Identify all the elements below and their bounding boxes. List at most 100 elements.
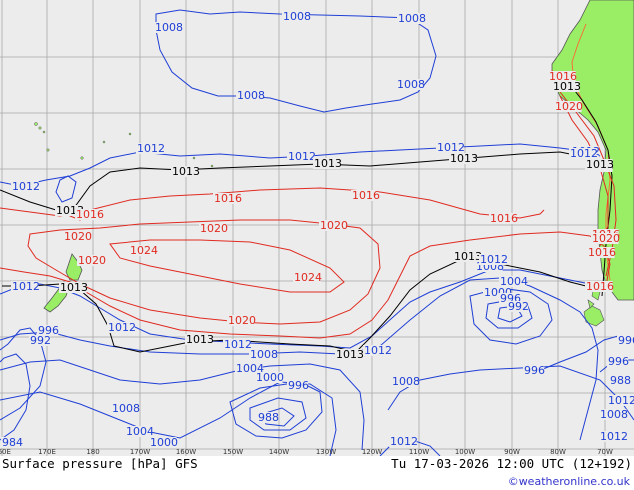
longitude-tick-label: 160E	[0, 448, 11, 456]
isobar-1012-loop-west	[55, 175, 77, 203]
isobar-label-bg	[125, 426, 153, 437]
isobar-label-bg	[77, 255, 105, 266]
isobar-1020-main	[27, 219, 381, 325]
isobar-label: 1024	[130, 244, 158, 257]
isobar-label-bg	[171, 166, 199, 177]
pacific-islands	[34, 122, 214, 168]
longitude-tick-label: 150W	[223, 448, 243, 456]
isobar-996-low-center	[229, 381, 323, 439]
isobar-label-bg	[591, 233, 619, 244]
isobar-label-bg	[63, 231, 91, 242]
isobar-label: 1013	[60, 281, 88, 294]
map-title: Surface pressure [hPa] GFS	[2, 456, 198, 471]
longitude-tick-label: 90W	[504, 448, 520, 456]
longitude-tick-label: 70W	[597, 448, 613, 456]
isobar-label-bg	[255, 372, 283, 383]
isobar-label-bg	[236, 90, 264, 101]
isobar-label-bg	[55, 205, 83, 216]
isobar-label-bg	[235, 363, 263, 374]
isobar-label-bg	[351, 190, 379, 201]
isobar-label: 1013	[454, 250, 482, 263]
isobar-label-bg	[397, 13, 425, 24]
isobar-label-bg	[136, 143, 164, 154]
isobar-1008-tropical	[155, 9, 437, 113]
isobar-label: 1012	[437, 141, 465, 154]
isobar-label: 1016	[214, 192, 242, 205]
isobar-1012-north	[0, 143, 601, 187]
credit-link[interactable]: ©weatheronline.co.uk	[507, 475, 630, 488]
isobar-label: 1013	[172, 165, 200, 178]
map-valid-time: Tu 17-03-2026 12:00 UTC (12+192)	[391, 456, 632, 471]
ocean-background	[0, 0, 634, 456]
isobar-label-bg	[483, 287, 511, 298]
isobar-label-bg	[585, 159, 613, 170]
isobar-label-bg	[111, 403, 139, 414]
isobar-label: 1000	[150, 436, 178, 449]
isobar-label: 1008	[392, 375, 420, 388]
isobar-label-bg	[453, 251, 481, 262]
isobar-label: 1004	[236, 362, 264, 375]
isobar-992-low-center	[249, 397, 307, 431]
isobar-label-bg	[389, 436, 417, 447]
isobar-label: 1004	[126, 425, 154, 438]
isobar-label-bg	[185, 334, 213, 345]
isobar-992-sw	[0, 353, 31, 441]
pressure-map: 1008 1008 1008 1008 1008 1012 1012 1012 1012 1012…	[0, 0, 634, 456]
isobar-label-bg	[37, 325, 59, 336]
isobar-1024-center	[109, 239, 345, 293]
longitude-tick-label: 170W	[130, 448, 150, 456]
isobar-label: 1016	[588, 246, 616, 259]
isobar-label-bg	[599, 431, 627, 442]
isobar-label-bg	[363, 345, 391, 356]
isobar-label: 1012	[108, 321, 136, 334]
isobar-label: 1012	[600, 430, 628, 443]
isobar-label-bg	[319, 220, 347, 231]
isobar-east-low-outer	[469, 287, 553, 345]
isobar-label-bg	[523, 365, 545, 376]
isobar-label: 1013	[314, 157, 342, 170]
isobar-label: 992	[30, 334, 51, 347]
isobar-label: 1008	[112, 402, 140, 415]
isobar-label-bg	[1, 437, 23, 448]
isobar-label: 1012	[12, 280, 40, 293]
isobar-label: 1012	[137, 142, 165, 155]
isobar-label-bg	[257, 412, 279, 423]
isobar-label: 1012	[390, 435, 418, 448]
isobar-label: 1020	[228, 314, 256, 327]
isobar-label-bg	[585, 281, 613, 292]
isobar-label: 1013	[586, 158, 614, 171]
isobar-label-bg	[479, 254, 507, 265]
longitude-ticks: 160E 170E 180 170W 160W 150W 140W 130W 120W 110W 1…	[0, 448, 613, 456]
isobar-label: 1020	[200, 222, 228, 235]
isobar-label: 1020	[78, 254, 106, 267]
isobar-label: 1012	[12, 180, 40, 193]
isobar-label: 1012	[288, 150, 316, 163]
isobar-label-bg	[287, 380, 309, 391]
longitude-tick-label: 130W	[316, 448, 336, 456]
isobar-label-bg	[154, 22, 182, 33]
isobar-label: 1008	[250, 348, 278, 361]
isobar-label: 1016	[490, 212, 518, 225]
isobar-label: 1008	[397, 78, 425, 91]
isobar-label: 1000	[256, 371, 284, 384]
isobar-label: 996	[618, 334, 634, 347]
isobar-label-bg	[507, 301, 529, 312]
isobar-label-bg	[569, 148, 597, 159]
isobar-label-bg	[489, 213, 517, 224]
isobar-label: 988	[258, 411, 279, 424]
isobar-label-bg	[249, 349, 277, 360]
isobar-label-bg	[282, 11, 310, 22]
isobar-label-bg	[607, 356, 629, 367]
longitude-tick-label: 120W	[362, 448, 382, 456]
isobar-label: 1008	[237, 89, 265, 102]
longitude-tick-label: 110W	[409, 448, 429, 456]
isobar-label: 1004	[500, 275, 528, 288]
map-footer: Surface pressure [hPa] GFS Tu 17-03-2026…	[0, 456, 634, 490]
isobar-label-bg	[227, 315, 255, 326]
isobar-label-bg	[599, 409, 627, 420]
isobar-labels: 1008 1008 1008 1008 1008 1012 1012 1012 1012 1012…	[1, 10, 634, 449]
isobar-label: 1012	[608, 394, 634, 407]
isobar-label: 1020	[320, 219, 348, 232]
isobar-label-bg	[587, 247, 615, 258]
isobar-label: 1020	[592, 232, 620, 245]
